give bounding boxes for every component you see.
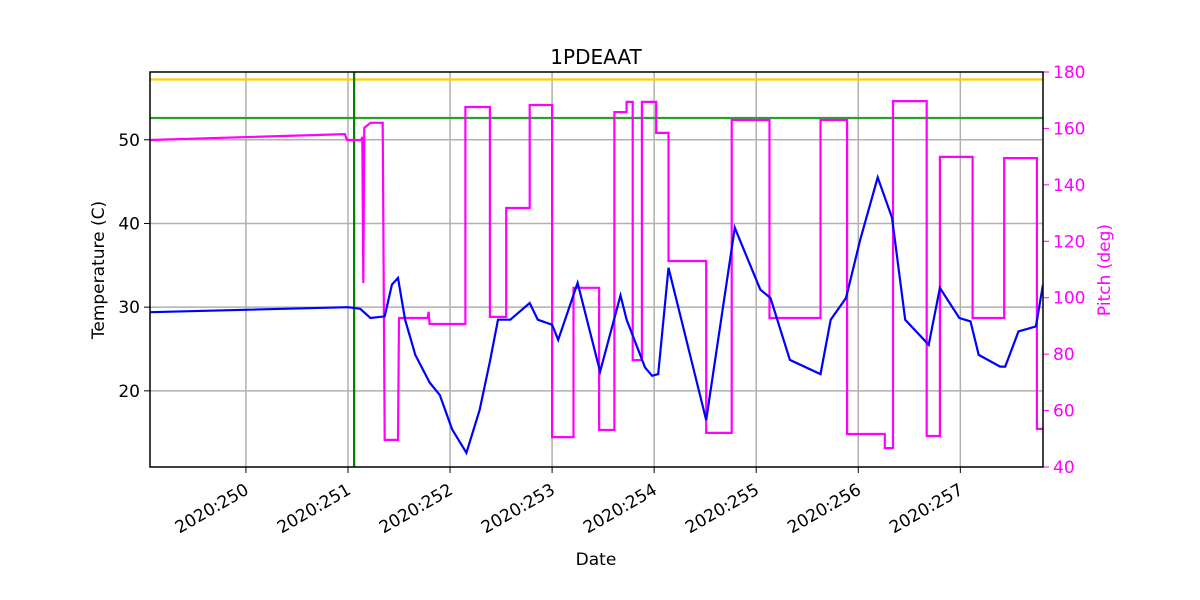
x-tick-label: 2020:250 [172,480,253,538]
y-tick-label: 50 [118,131,140,151]
x-axis-label: Date [576,550,617,570]
y-axis-label: Temperature (C) [89,201,109,340]
plot-area [150,72,1043,467]
y2-tick-label: 180 [1053,63,1085,83]
x-tick-label: 2020:256 [784,480,865,538]
chart-title: 1PDEAAT [550,45,642,69]
x-tick-label: 2020:252 [376,480,457,538]
y2-tick-label: 140 [1053,176,1085,196]
y-tick-label: 30 [118,298,140,318]
x-tick-label: 2020:257 [886,480,967,538]
plot-frame [149,71,1044,468]
x-tick-label: 2020:254 [580,480,661,538]
y-tick-label: 20 [118,382,140,402]
x-tick-label: 2020:253 [478,480,559,538]
data-line [150,173,1043,456]
x-tick-label: 2020:255 [682,480,763,538]
y-tick-label: 40 [118,214,140,234]
y2-tick-label: 40 [1053,458,1075,478]
x-tick-label: 2020:251 [274,480,355,538]
y2-tick-label: 80 [1053,345,1075,365]
y2-tick-label: 60 [1053,402,1075,422]
y2-tick-label: 120 [1053,232,1085,252]
data-line [150,100,1043,450]
y2-tick-label: 100 [1053,289,1085,309]
y2-tick-label: 160 [1053,119,1085,139]
y2-axis-label: Pitch (deg) [1095,224,1115,316]
